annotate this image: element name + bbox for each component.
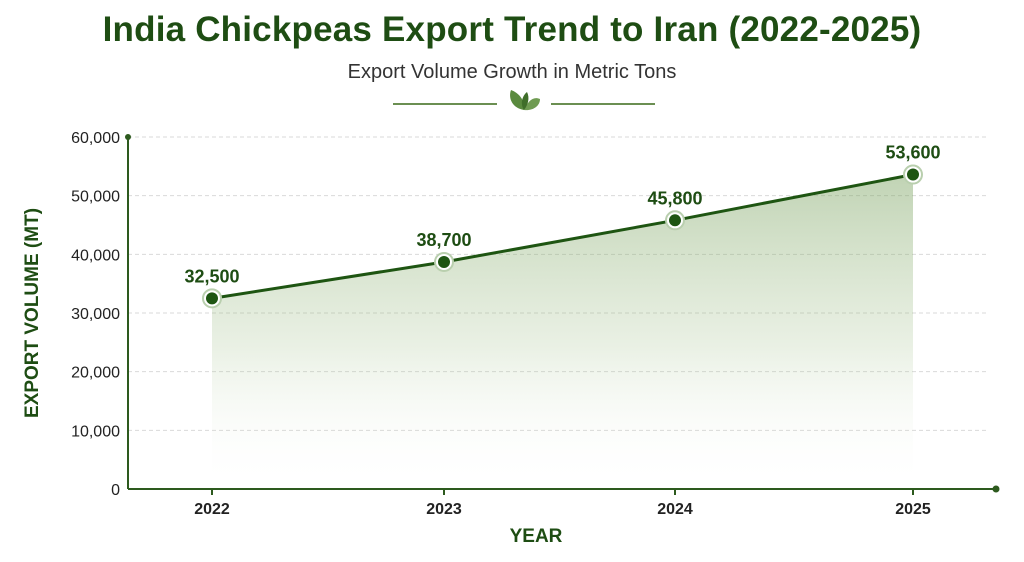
- y-tick-label: 50,000: [71, 189, 120, 206]
- data-point: [669, 214, 681, 227]
- y-axis-end-dot: [125, 134, 131, 140]
- x-tick-label: 2025: [895, 501, 931, 518]
- y-tick-label: 20,000: [71, 365, 120, 382]
- area-fill: [212, 174, 913, 488]
- y-axis-title: EXPORT VOLUME (MT): [22, 208, 43, 418]
- x-tick-label: 2022: [194, 501, 230, 518]
- data-labels: 32,500 38,700 45,800 53,600: [184, 143, 940, 287]
- data-point: [206, 292, 218, 305]
- y-tick-label: 0: [111, 482, 120, 499]
- x-tick-label: 2024: [657, 501, 693, 518]
- series-line: [211, 173, 914, 300]
- x-axis-end-dot: [992, 485, 1000, 493]
- chart-subtitle: Export Volume Growth in Metric Tons: [347, 61, 677, 83]
- data-point: [438, 255, 450, 268]
- data-points: [202, 164, 923, 309]
- y-tick-label: 60,000: [71, 130, 120, 147]
- data-label: 38,700: [416, 230, 471, 250]
- x-axis-title: YEAR: [510, 526, 563, 547]
- x-tick-label: 2023: [426, 501, 462, 518]
- data-point: [907, 168, 919, 181]
- data-label: 32,500: [184, 266, 239, 286]
- y-tick-label: 30,000: [71, 306, 120, 323]
- y-tick-label: 10,000: [71, 423, 120, 440]
- data-label: 53,600: [885, 143, 940, 163]
- leaf-icon: [510, 90, 525, 110]
- chart-title: India Chickpeas Export Trend to Iran (20…: [102, 10, 922, 49]
- y-tick-label: 40,000: [71, 247, 120, 264]
- leaf-ornament: [393, 90, 655, 111]
- leaf-icon: [524, 98, 540, 111]
- leaf-icon: [521, 92, 529, 110]
- axes: [125, 134, 1000, 493]
- data-label: 45,800: [647, 188, 702, 208]
- y-axis-ticks: 0 10,000 20,000 30,000 40,000 50,000 60,000: [71, 130, 120, 499]
- x-axis-ticks: 2022 2023 2024 2025: [194, 489, 931, 518]
